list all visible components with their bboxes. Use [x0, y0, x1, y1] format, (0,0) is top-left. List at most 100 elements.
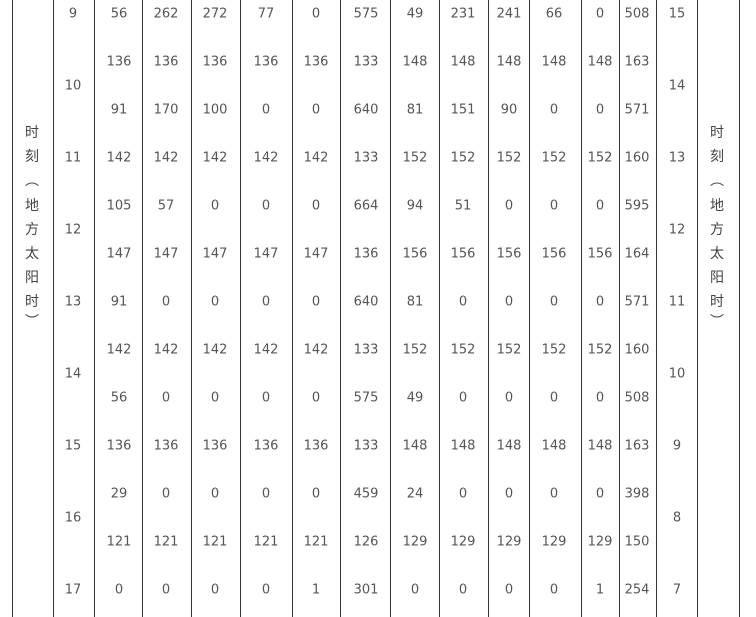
table-cell: 0 — [504, 198, 514, 214]
left-hour-label: 11 — [64, 150, 82, 166]
table-cell: 156 — [541, 246, 567, 262]
table-cell: 91 — [110, 294, 128, 310]
table-cell: 77 — [257, 6, 275, 22]
table-cell: 0 — [161, 582, 171, 598]
left-axis-label: 地 — [25, 198, 39, 214]
right-hour-label: 14 — [668, 78, 686, 94]
table-cell: 0 — [595, 294, 605, 310]
table-cell: 148 — [541, 54, 567, 70]
table-gridline — [12, 0, 13, 617]
table-cell: 0 — [161, 486, 171, 502]
table-cell: 0 — [311, 102, 321, 118]
table-cell: 136 — [303, 438, 329, 454]
table-cell: 147 — [106, 246, 132, 262]
table-cell: 0 — [595, 198, 605, 214]
left-axis-label: 方 — [25, 222, 39, 238]
table-cell: 0 — [210, 486, 220, 502]
table-cell: 0 — [595, 486, 605, 502]
table-cell: 142 — [106, 342, 132, 358]
table-cell: 121 — [202, 534, 228, 550]
left-axis-label: 阳 — [25, 270, 39, 286]
table-cell: 126 — [353, 534, 379, 550]
table-cell: 152 — [541, 150, 567, 166]
table-cell: 150 — [624, 534, 650, 550]
table-cell: 160 — [624, 150, 650, 166]
table-cell: 51 — [454, 198, 472, 214]
table-cell: 0 — [595, 102, 605, 118]
table-cell: 91 — [110, 102, 128, 118]
table-cell: 152 — [496, 342, 522, 358]
right-hour-label: 8 — [672, 510, 682, 526]
table-cell: 148 — [541, 438, 567, 454]
table-cell: 163 — [624, 438, 650, 454]
table-cell: 147 — [303, 246, 329, 262]
table-cell: 133 — [353, 438, 379, 454]
table-cell: 136 — [353, 246, 379, 262]
table-cell: 148 — [496, 438, 522, 454]
table-cell: 148 — [402, 54, 428, 70]
table-cell: 0 — [261, 486, 271, 502]
table-cell: 0 — [504, 390, 514, 406]
table-cell: 142 — [303, 150, 329, 166]
table-cell: 1 — [311, 582, 321, 598]
table-cell: 160 — [624, 342, 650, 358]
table-cell: 56 — [110, 390, 128, 406]
table-cell: 231 — [450, 6, 476, 22]
table-cell: 0 — [458, 486, 468, 502]
table-cell: 0 — [210, 198, 220, 214]
table-cell: 148 — [587, 438, 613, 454]
right-hour-label: 12 — [668, 222, 686, 238]
table-cell: 0 — [311, 486, 321, 502]
table-cell: 148 — [587, 54, 613, 70]
table-gridline — [697, 0, 698, 617]
table-cell: 129 — [402, 534, 428, 550]
table-gridline — [619, 0, 620, 617]
table-cell: 24 — [406, 486, 424, 502]
table-cell: 90 — [500, 102, 518, 118]
table-cell: 0 — [210, 582, 220, 598]
table-cell: 133 — [353, 342, 379, 358]
table-gridline — [581, 0, 582, 617]
table-cell: 664 — [353, 198, 379, 214]
table-cell: 147 — [153, 246, 179, 262]
table-cell: 508 — [624, 6, 650, 22]
table-cell: 0 — [311, 390, 321, 406]
table-cell: 0 — [549, 198, 559, 214]
table-cell: 0 — [504, 294, 514, 310]
table-cell: 147 — [202, 246, 228, 262]
table-cell: 152 — [587, 150, 613, 166]
right-hour-label: 11 — [668, 294, 686, 310]
table-cell: 241 — [496, 6, 522, 22]
table-cell: 0 — [261, 390, 271, 406]
table-cell: 0 — [549, 102, 559, 118]
table-cell: 508 — [624, 390, 650, 406]
table-cell: 0 — [311, 198, 321, 214]
table-gridline — [656, 0, 657, 617]
left-hour-label: 10 — [64, 78, 82, 94]
table-cell: 142 — [153, 342, 179, 358]
table-cell: 152 — [402, 342, 428, 358]
table-cell: 133 — [353, 150, 379, 166]
table-cell: 148 — [496, 54, 522, 70]
left-axis-label: 时 — [25, 294, 39, 310]
left-hour-label: 15 — [64, 438, 82, 454]
left-hour-label: 17 — [64, 582, 82, 598]
table-cell: 575 — [353, 6, 379, 22]
right-axis-label: 方 — [710, 222, 724, 238]
table-cell: 136 — [202, 54, 228, 70]
right-axis-label: 时 — [710, 294, 724, 310]
table-gridline — [340, 0, 341, 617]
left-hour-label: 14 — [64, 366, 82, 382]
table-cell: 152 — [450, 342, 476, 358]
table-cell: 136 — [106, 438, 132, 454]
table-cell: 156 — [496, 246, 522, 262]
table-cell: 142 — [202, 150, 228, 166]
table-cell: 0 — [410, 582, 420, 598]
right-hour-label: 10 — [668, 366, 686, 382]
table-cell: 152 — [450, 150, 476, 166]
table-cell: 0 — [504, 486, 514, 502]
table-cell: 94 — [406, 198, 424, 214]
table-gridline — [292, 0, 293, 617]
table-cell: 0 — [161, 390, 171, 406]
right-hour-label: 15 — [668, 6, 686, 22]
